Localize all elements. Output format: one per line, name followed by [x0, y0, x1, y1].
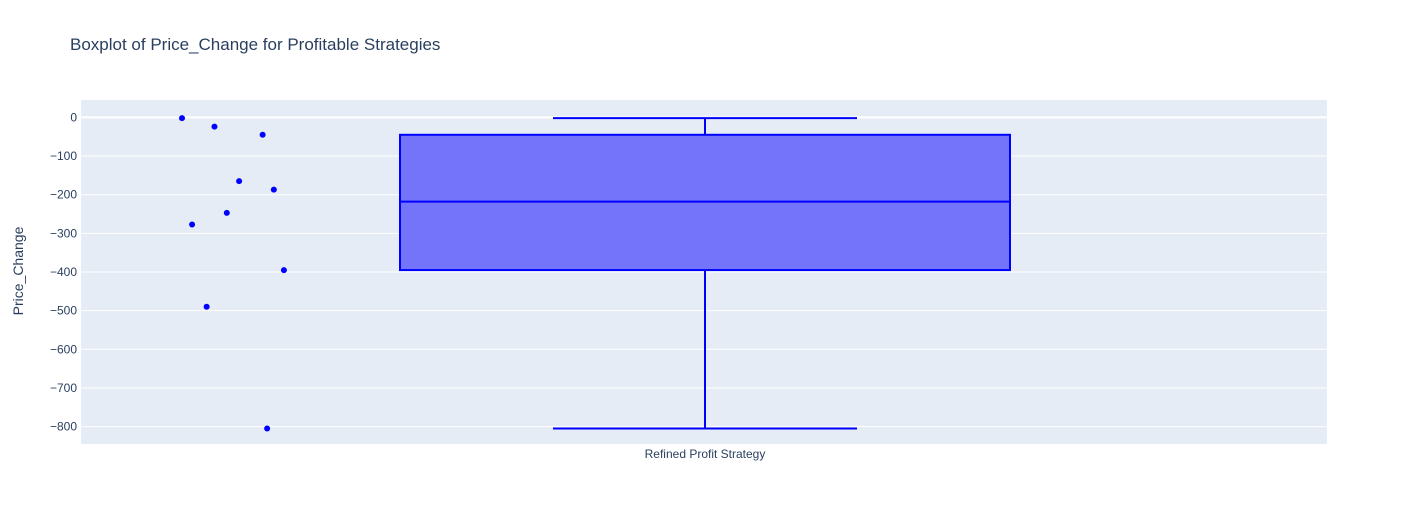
- y-tick-label: −100: [50, 149, 77, 163]
- y-axis-ticks: 0 −100 −200 −300 −400 −500 −600 −700 −800: [50, 110, 77, 433]
- y-tick-label: −400: [50, 265, 77, 279]
- x-category-label: Refined Profit Strategy: [645, 447, 766, 461]
- data-point: [259, 131, 266, 138]
- data-point: [179, 115, 185, 122]
- y-tick-label: −800: [50, 420, 77, 434]
- data-point: [264, 425, 271, 432]
- data-point: [236, 178, 243, 185]
- y-axis-title: Price_Change: [10, 226, 26, 315]
- y-tick-label: −600: [50, 342, 77, 356]
- data-point: [189, 221, 196, 228]
- y-tick-label: −300: [50, 226, 77, 240]
- data-point: [223, 209, 230, 216]
- point-markers: [179, 115, 287, 432]
- chart-title: Boxplot of Price_Change for Profitable S…: [70, 35, 440, 54]
- y-tick-label: −700: [50, 381, 77, 395]
- y-tick-label: −500: [50, 304, 77, 318]
- box-trace: [399, 117, 1011, 430]
- y-tick-label: 0: [70, 110, 77, 124]
- data-point: [270, 186, 277, 193]
- data-point: [280, 267, 287, 274]
- data-point: [203, 303, 210, 310]
- data-point: [211, 123, 218, 130]
- y-tick-label: −200: [50, 188, 77, 202]
